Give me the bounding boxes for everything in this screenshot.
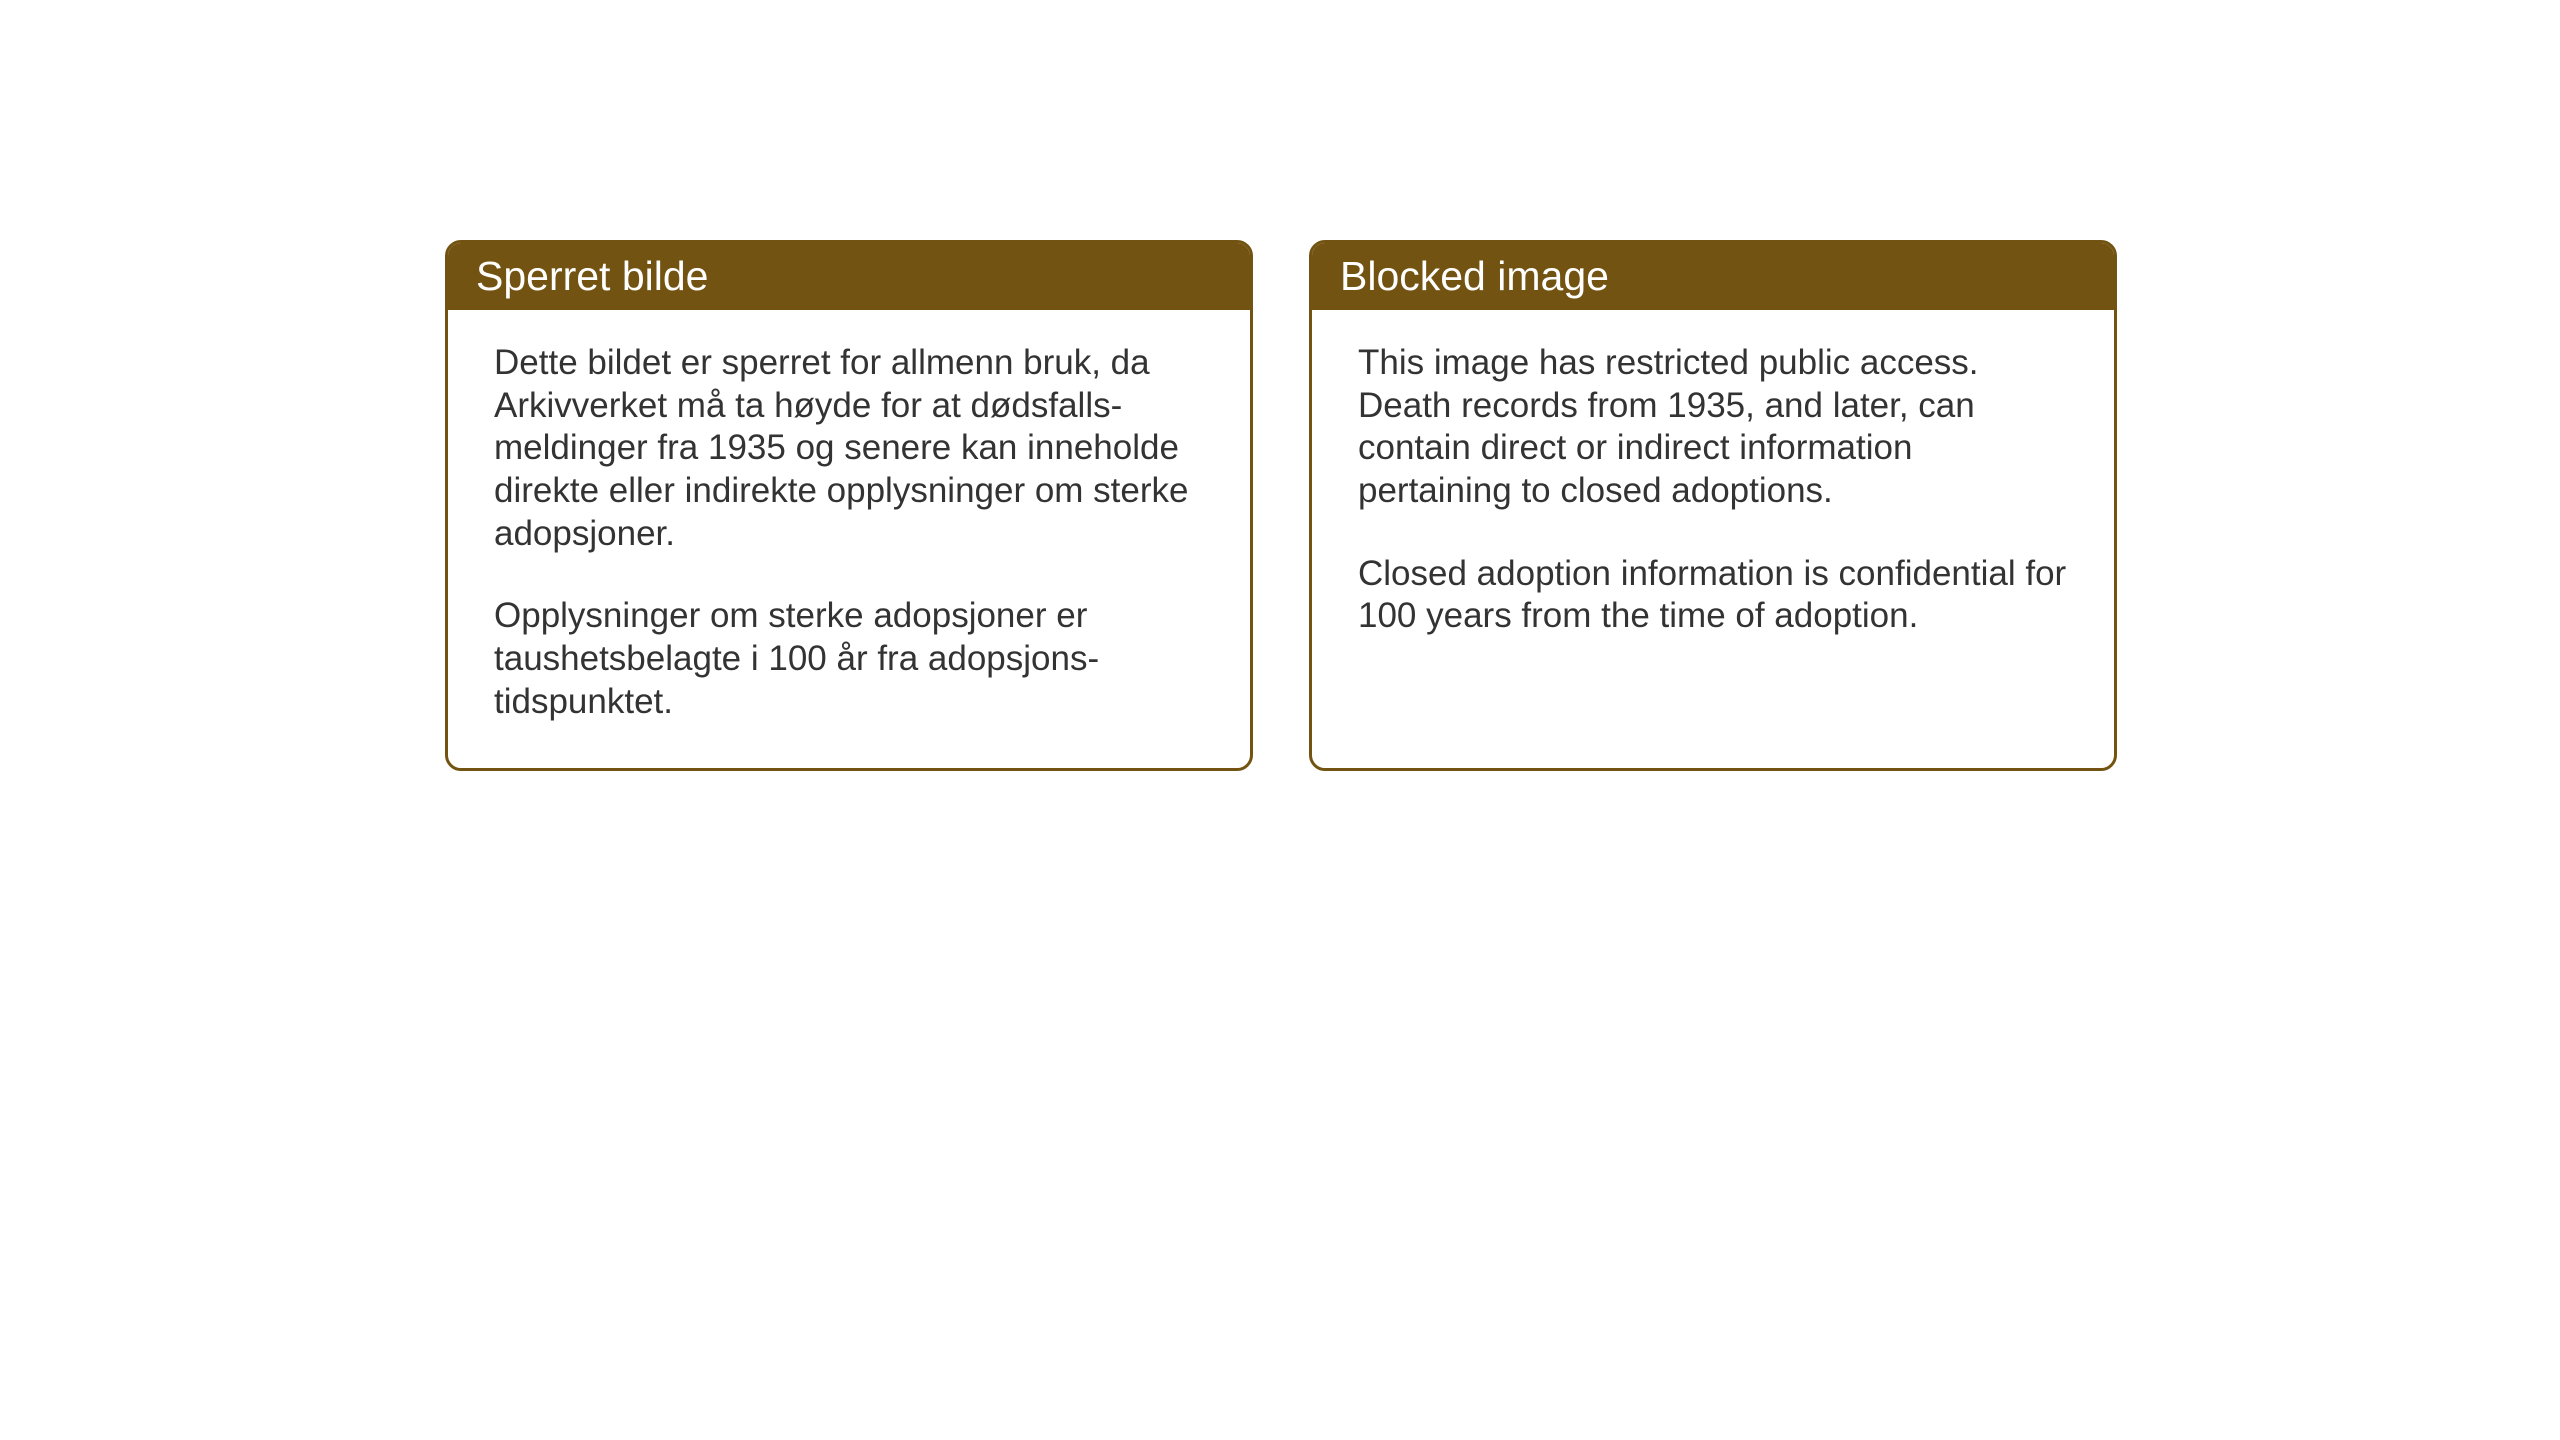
card-english: Blocked image This image has restricted … xyxy=(1309,240,2117,771)
paragraph-2-english: Closed adoption information is confident… xyxy=(1358,553,2068,638)
paragraph-1-english: This image has restricted public access.… xyxy=(1358,342,2068,513)
paragraph-2-norwegian: Opplysninger om sterke adopsjoner er tau… xyxy=(494,595,1204,723)
card-norwegian: Sperret bilde Dette bildet er sperret fo… xyxy=(445,240,1253,771)
paragraph-1-norwegian: Dette bildet er sperret for allmenn bruk… xyxy=(494,342,1204,555)
cards-container: Sperret bilde Dette bildet er sperret fo… xyxy=(445,240,2117,771)
card-body-english: This image has restricted public access.… xyxy=(1312,310,2114,682)
card-body-norwegian: Dette bildet er sperret for allmenn bruk… xyxy=(448,310,1250,768)
card-header-norwegian: Sperret bilde xyxy=(448,243,1250,310)
card-header-english: Blocked image xyxy=(1312,243,2114,310)
